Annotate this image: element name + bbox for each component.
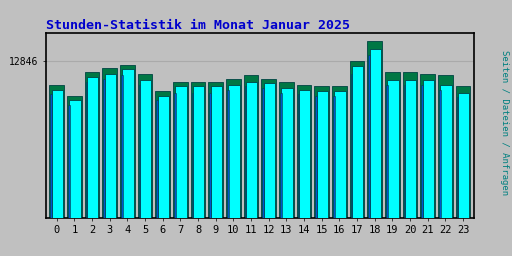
Bar [208, 82, 223, 218]
Bar [121, 76, 123, 218]
Bar [456, 86, 470, 218]
Bar [120, 65, 135, 218]
Bar [315, 96, 317, 218]
Bar [421, 85, 423, 218]
Bar [438, 76, 453, 218]
Bar [103, 79, 105, 218]
Bar [316, 91, 328, 218]
Bar [173, 82, 187, 218]
Bar [297, 85, 311, 218]
Bar [191, 82, 205, 218]
Bar [368, 55, 370, 218]
Bar [332, 86, 347, 218]
Bar [457, 97, 458, 218]
Bar [314, 86, 329, 218]
Bar [246, 82, 257, 218]
Bar [67, 96, 81, 218]
Bar [280, 93, 282, 218]
Bar [351, 74, 352, 218]
Bar [210, 86, 222, 218]
Bar [333, 96, 335, 218]
Bar [370, 49, 381, 218]
Bar [158, 96, 169, 218]
Bar [228, 85, 240, 218]
Text: Seiten / Dateien / Anfragen: Seiten / Dateien / Anfragen [500, 50, 509, 195]
Bar [68, 105, 70, 218]
Bar [440, 85, 452, 218]
Bar [85, 72, 99, 218]
Bar [422, 80, 434, 218]
Bar [299, 90, 310, 218]
Bar [420, 74, 435, 218]
Bar [122, 69, 134, 218]
Bar [50, 94, 52, 218]
Bar [350, 61, 364, 218]
Bar [403, 72, 417, 218]
Bar [104, 74, 116, 218]
Bar [102, 68, 117, 218]
Bar [262, 79, 276, 218]
Bar [156, 100, 158, 218]
Bar [279, 82, 293, 218]
Bar [138, 74, 152, 218]
Bar [368, 41, 382, 218]
Bar [244, 76, 258, 218]
Bar [439, 90, 441, 218]
Bar [191, 93, 194, 218]
Bar [87, 77, 98, 218]
Bar [193, 86, 204, 218]
Bar [264, 83, 275, 218]
Bar [140, 80, 151, 218]
Bar [175, 86, 186, 218]
Bar [297, 94, 300, 218]
Text: Stunden-Statistik im Monat Januar 2025: Stunden-Statistik im Monat Januar 2025 [46, 19, 350, 32]
Bar [405, 80, 416, 218]
Bar [403, 85, 406, 218]
Bar [69, 100, 80, 218]
Bar [334, 91, 346, 218]
Bar [385, 72, 399, 218]
Bar [281, 88, 292, 218]
Bar [227, 90, 229, 218]
Bar [139, 85, 140, 218]
Bar [174, 93, 176, 218]
Bar [156, 91, 170, 218]
Bar [52, 90, 63, 218]
Bar [387, 80, 398, 218]
Bar [458, 93, 469, 218]
Bar [50, 85, 64, 218]
Bar [352, 66, 363, 218]
Bar [209, 93, 211, 218]
Bar [245, 86, 246, 218]
Bar [262, 88, 264, 218]
Bar [86, 82, 88, 218]
Bar [386, 85, 388, 218]
Bar [226, 79, 241, 218]
